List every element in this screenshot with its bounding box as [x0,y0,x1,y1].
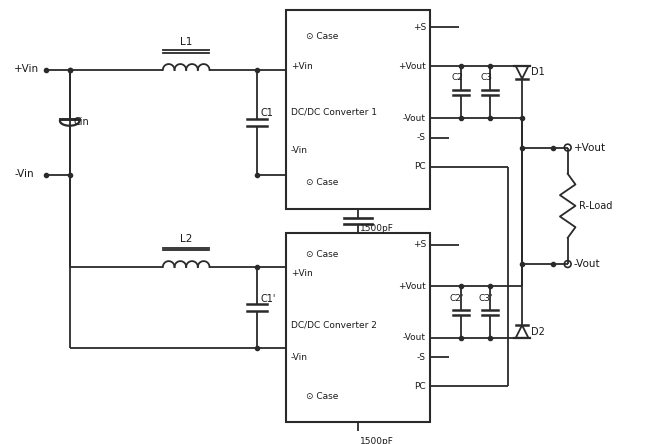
Text: +Vin: +Vin [291,269,313,278]
Text: -S: -S [417,133,426,143]
Text: R-Load: R-Load [579,201,613,211]
Text: L2: L2 [180,234,192,244]
Text: +Vout: +Vout [573,143,606,153]
Bar [286,10,430,209]
Text: C1': C1' [261,294,276,305]
Text: -Vout: -Vout [573,259,600,269]
Text: ⊙ Case: ⊙ Case [306,250,338,259]
Text: C3': C3' [479,293,493,302]
Text: +Vout: +Vout [398,282,426,291]
Text: C3: C3 [480,73,492,82]
Text: C2: C2 [451,73,463,82]
Text: -Vout: -Vout [403,333,426,342]
Text: +S: +S [413,240,426,249]
Text: -Vin: -Vin [291,353,308,362]
Text: D1: D1 [531,67,545,77]
Text: +Vout: +Vout [398,62,426,71]
Text: ⊙ Case: ⊙ Case [306,32,338,41]
Text: PC: PC [414,382,426,391]
Text: Cin: Cin [73,117,89,127]
Text: C1: C1 [261,107,274,118]
Text: PC: PC [414,163,426,171]
Text: DC/DC Converter 1: DC/DC Converter 1 [291,107,377,116]
Text: -Vin: -Vin [291,146,308,155]
Bar [286,233,430,422]
Text: D2: D2 [531,327,545,337]
Text: +Vin: +Vin [14,64,40,74]
Text: -S: -S [417,353,426,362]
Text: DC/DC Converter 2: DC/DC Converter 2 [291,321,377,330]
Text: +Vin: +Vin [291,62,313,71]
Text: 1500pF: 1500pF [360,224,394,233]
Text: ⊙ Case: ⊙ Case [306,392,338,400]
Text: -Vout: -Vout [403,114,426,123]
Text: L1: L1 [180,37,192,47]
Text: +S: +S [413,23,426,32]
Text: C2': C2' [450,293,464,302]
Text: -Vin: -Vin [14,169,34,179]
Text: 1500pF: 1500pF [360,437,394,444]
Text: ⊙ Case: ⊙ Case [306,178,338,187]
